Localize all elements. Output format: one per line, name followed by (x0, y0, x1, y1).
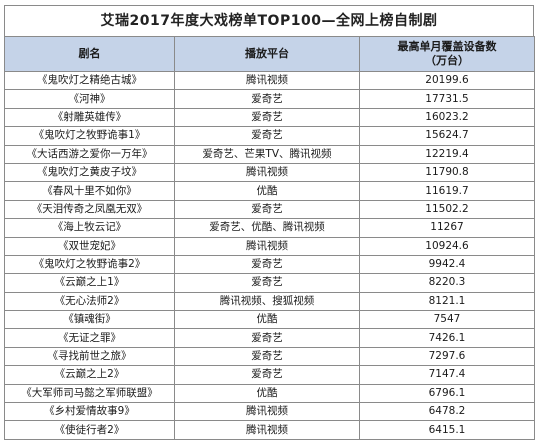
table-row: 《镇魂街》 优酷 7547 (4, 310, 535, 330)
cell-platform: 爱奇艺 (174, 346, 360, 367)
cell-devices: 11619.7 (359, 181, 535, 201)
cell-platform: 腾讯视频 (174, 70, 360, 91)
cell-name: 《寻找前世之旅》 (4, 346, 175, 367)
cell-platform: 爱奇艺、优酷、腾讯视频 (174, 218, 360, 238)
cell-platform: 腾讯视频 (174, 420, 360, 440)
cell-platform: 爱奇艺 (174, 126, 360, 146)
cell-platform: 爱奇艺 (174, 254, 360, 275)
cell-name: 《云巅之上1》 (4, 273, 175, 293)
table-row: 《云巅之上1》 爱奇艺 8220.3 (4, 273, 535, 293)
cell-devices: 11267 (359, 218, 535, 238)
cell-devices: 15624.7 (359, 126, 535, 146)
cell-name: 《射雕英雄传》 (4, 107, 175, 128)
table-row: 《鬼吹灯之牧野诡事1》 爱奇艺 15624.7 (4, 126, 535, 146)
table-row: 《乡村爱情故事9》 腾讯视频 6478.2 (4, 402, 535, 422)
cell-devices: 8220.3 (359, 273, 535, 293)
table-row: 《无证之罪》 爱奇艺 7426.1 (4, 328, 535, 348)
cell-devices: 7426.1 (359, 328, 535, 348)
cell-devices: 20199.6 (359, 70, 535, 91)
header-name: 剧名 (4, 36, 175, 72)
cell-name: 《春风十里不如你》 (4, 181, 175, 201)
cell-name: 《无心法师2》 (4, 291, 175, 312)
table-row: 《海上牧云记》 爱奇艺、优酷、腾讯视频 11267 (4, 218, 535, 238)
cell-platform: 爱奇艺 (174, 89, 360, 109)
cell-platform: 爱奇艺 (174, 328, 360, 348)
cell-name: 《双世宠妃》 (4, 236, 175, 256)
table-row: 《鬼吹灯之牧野诡事2》 爱奇艺 9942.4 (4, 254, 535, 275)
cell-devices: 10924.6 (359, 236, 535, 256)
cell-name: 《鬼吹灯之精绝古城》 (4, 70, 175, 91)
header-devices-line2: （万台） (425, 54, 469, 67)
cell-devices: 17731.5 (359, 89, 535, 109)
table-row: 《无心法师2》 腾讯视频、搜狐视频 8121.1 (4, 291, 535, 312)
cell-name: 《无证之罪》 (4, 328, 175, 348)
ranking-table: 剧名 播放平台 最高单月覆盖设备数 （万台） 《鬼吹灯之精绝古城》 腾讯视频 201… (4, 36, 535, 440)
cell-devices: 6478.2 (359, 402, 535, 422)
table-row: 《云巅之上2》 爱奇艺 7147.4 (4, 365, 535, 385)
cell-name: 《云巅之上2》 (4, 365, 175, 385)
cell-name: 《大话西游之爱你一万年》 (4, 144, 175, 164)
cell-devices: 9942.4 (359, 254, 535, 275)
cell-devices: 11502.2 (359, 199, 535, 220)
table-body: 《鬼吹灯之精绝古城》 腾讯视频 20199.6 《河神》 爱奇艺 17731.5 《射雕英雄… (4, 70, 535, 440)
header-row: 剧名 播放平台 最高单月覆盖设备数 （万台） (4, 36, 535, 72)
cell-platform: 优酷 (174, 383, 360, 404)
cell-platform: 爱奇艺、芒果TV、腾讯视频 (174, 144, 360, 164)
cell-name: 《天泪传奇之凤凰无双》 (4, 199, 175, 220)
cell-devices: 7547 (359, 310, 535, 330)
cell-name: 《乡村爱情故事9》 (4, 402, 175, 422)
table-row: 《春风十里不如你》 优酷 11619.7 (4, 181, 535, 201)
table-row: 《大话西游之爱你一万年》 爱奇艺、芒果TV、腾讯视频 12219.4 (4, 144, 535, 164)
cell-platform: 爱奇艺 (174, 365, 360, 385)
cell-devices: 12219.4 (359, 144, 535, 164)
cell-devices: 16023.2 (359, 107, 535, 128)
cell-name: 《鬼吹灯之黄皮子坟》 (4, 162, 175, 183)
cell-name: 《使徒行者2》 (4, 420, 175, 440)
table-row: 《鬼吹灯之精绝古城》 腾讯视频 20199.6 (4, 70, 535, 91)
table-title: 艾瑞2017年度大戏榜单TOP100—全网上榜自制剧 (4, 5, 534, 36)
table-row: 《射雕英雄传》 爱奇艺 16023.2 (4, 107, 535, 128)
ranking-table-container: 艾瑞2017年度大戏榜单TOP100—全网上榜自制剧 剧名 播放平台 最高单月覆… (4, 5, 535, 440)
cell-platform: 优酷 (174, 181, 360, 201)
cell-devices: 11790.8 (359, 162, 535, 183)
header-devices-line1: 最高单月覆盖设备数 (397, 40, 497, 53)
header-platform: 播放平台 (174, 36, 360, 72)
cell-name: 《鬼吹灯之牧野诡事2》 (4, 254, 175, 275)
cell-name: 《河神》 (4, 89, 175, 109)
cell-platform: 爱奇艺 (174, 273, 360, 293)
header-devices: 最高单月覆盖设备数 （万台） (359, 36, 535, 72)
cell-platform: 优酷 (174, 310, 360, 330)
cell-platform: 腾讯视频 (174, 162, 360, 183)
cell-platform: 腾讯视频、搜狐视频 (174, 291, 360, 312)
table-row: 《双世宠妃》 腾讯视频 10924.6 (4, 236, 535, 256)
cell-platform: 腾讯视频 (174, 402, 360, 422)
cell-devices: 7297.6 (359, 346, 535, 367)
cell-name: 《大军师司马懿之军师联盟》 (4, 383, 175, 404)
table-row: 《使徒行者2》 腾讯视频 6415.1 (4, 420, 535, 440)
table-row: 《寻找前世之旅》 爱奇艺 7297.6 (4, 346, 535, 367)
table-row: 《鬼吹灯之黄皮子坟》 腾讯视频 11790.8 (4, 162, 535, 183)
cell-devices: 8121.1 (359, 291, 535, 312)
cell-platform: 腾讯视频 (174, 236, 360, 256)
cell-name: 《海上牧云记》 (4, 218, 175, 238)
cell-platform: 爱奇艺 (174, 199, 360, 220)
cell-name: 《鬼吹灯之牧野诡事1》 (4, 126, 175, 146)
table-row: 《天泪传奇之凤凰无双》 爱奇艺 11502.2 (4, 199, 535, 220)
cell-devices: 7147.4 (359, 365, 535, 385)
cell-platform: 爱奇艺 (174, 107, 360, 128)
table-row: 《河神》 爱奇艺 17731.5 (4, 89, 535, 109)
cell-name: 《镇魂街》 (4, 310, 175, 330)
cell-devices: 6415.1 (359, 420, 535, 440)
table-row: 《大军师司马懿之军师联盟》 优酷 6796.1 (4, 383, 535, 404)
cell-devices: 6796.1 (359, 383, 535, 404)
